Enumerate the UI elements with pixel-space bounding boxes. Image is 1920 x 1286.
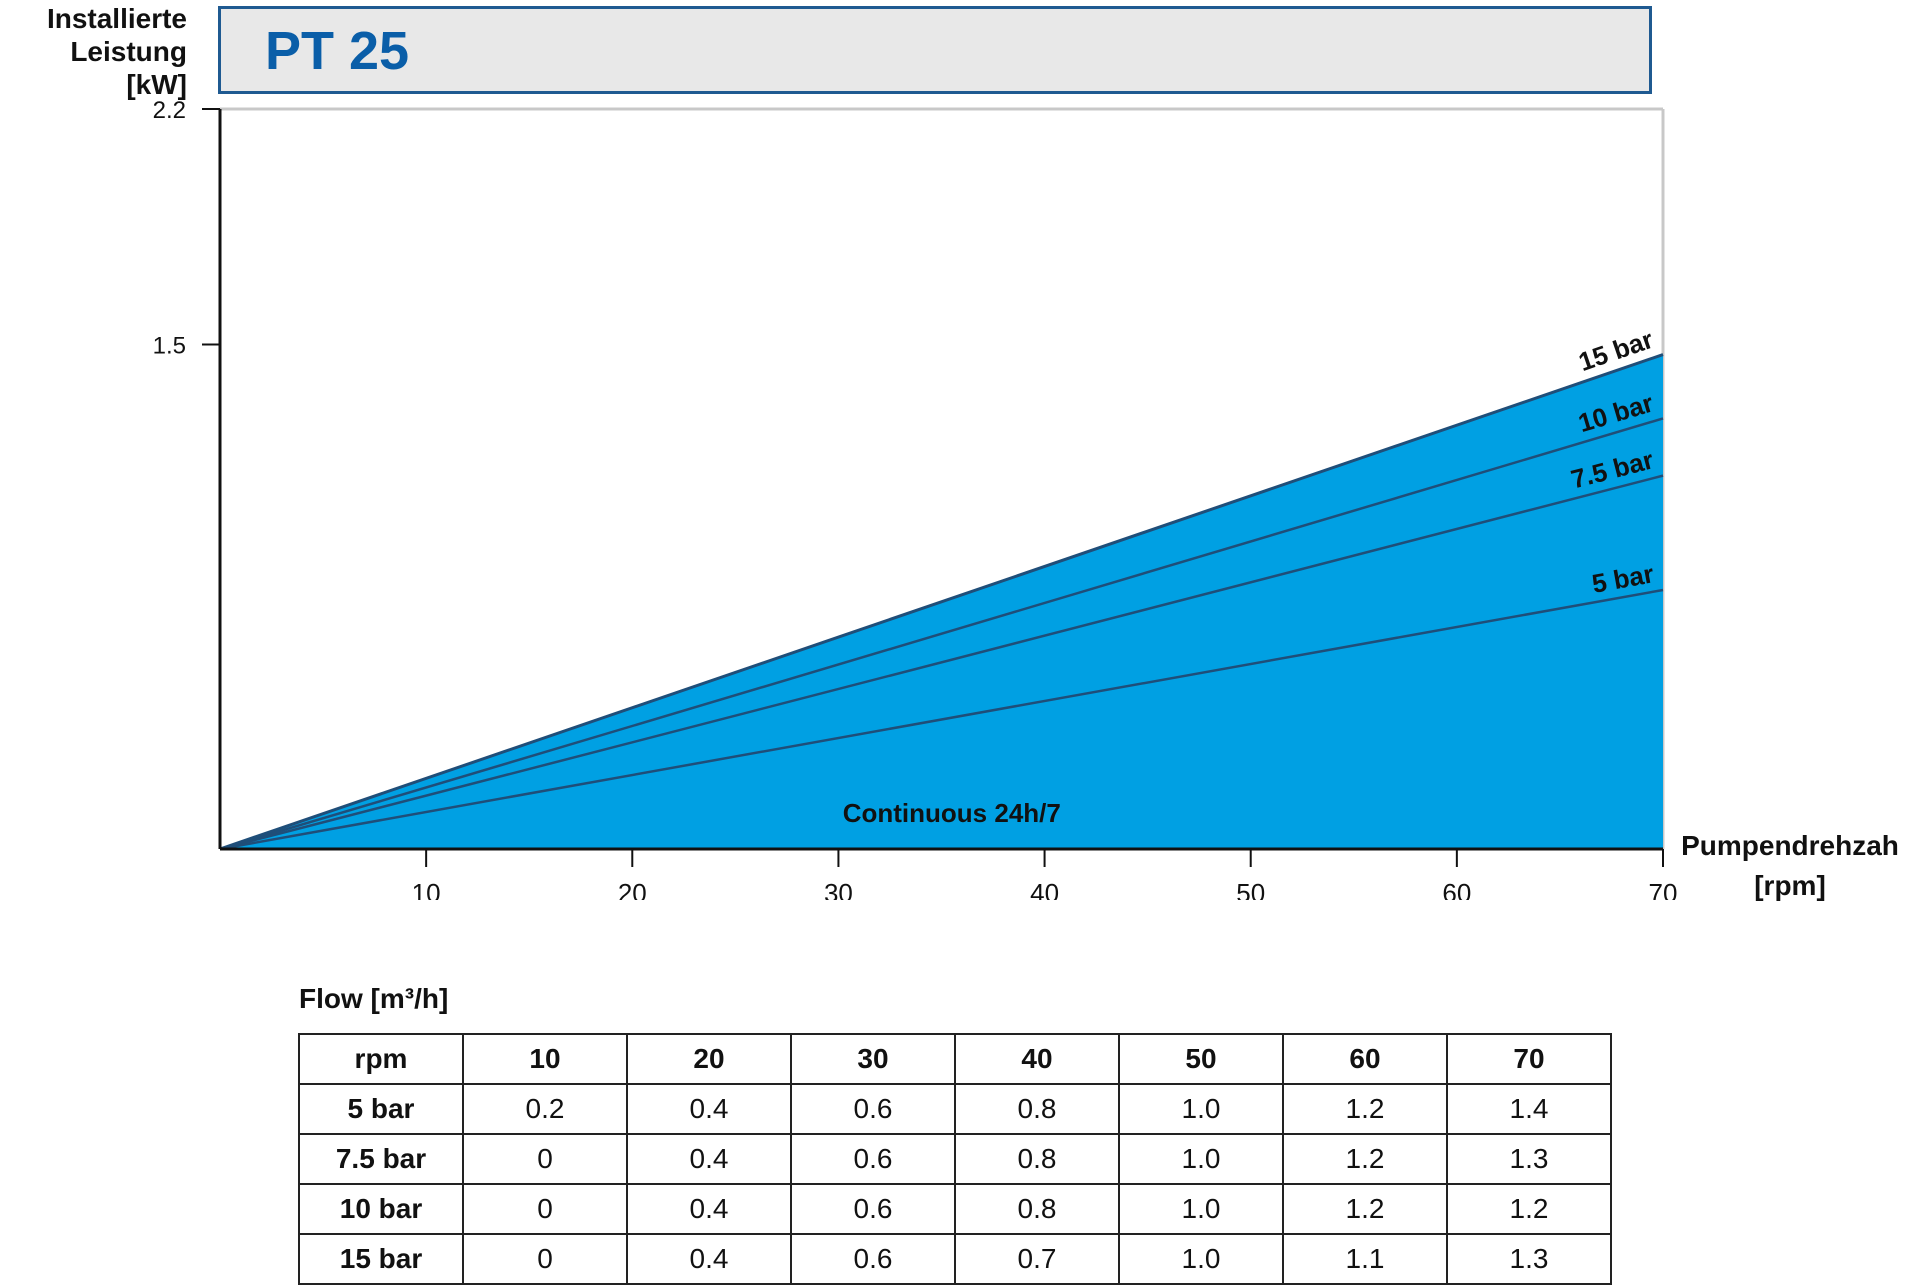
- flow-table-col-header: 70: [1446, 1033, 1612, 1085]
- flow-table-body: 5 bar 0.2 0.4 0.6 0.8 1.0 1.2 1.4 7.5 bar 0 0.4 0.6…: [298, 1083, 1612, 1285]
- flow-table-cell: 0.4: [626, 1183, 792, 1235]
- x-tick-label: 60: [1442, 878, 1471, 900]
- x-tick-label: 30: [824, 878, 853, 900]
- flow-table-cell: 0: [462, 1233, 628, 1285]
- flow-table-cell: 1.0: [1118, 1233, 1284, 1285]
- x-axis-label-line-2: [rpm]: [1754, 870, 1826, 901]
- y-tick-label: 1.5: [153, 332, 186, 359]
- x-tick-label: 10: [412, 878, 441, 900]
- flow-table-cell: 0.6: [790, 1083, 956, 1135]
- chart-header: PT 25: [218, 6, 1652, 94]
- flow-table-col-header: 50: [1118, 1033, 1284, 1085]
- series-line: [219, 353, 1664, 851]
- x-tick-label: 50: [1236, 878, 1265, 900]
- flow-table-cell: 0.6: [790, 1183, 956, 1235]
- flow-table-cell: 1.0: [1118, 1133, 1284, 1185]
- flow-table-cell: 0: [462, 1183, 628, 1235]
- flow-table-corner-header: rpm: [298, 1033, 464, 1085]
- y-tick-label: 2.2: [153, 97, 186, 124]
- x-tick-label: 40: [1030, 878, 1059, 900]
- flow-table-cell: 1.3: [1446, 1233, 1612, 1285]
- flow-table-col-header: 20: [626, 1033, 792, 1085]
- flow-table-title: Flow [m³/h]: [299, 983, 449, 1014]
- flow-table-cell: 0.8: [954, 1183, 1120, 1235]
- flow-table-cell: 0.2: [462, 1083, 628, 1135]
- flow-table-cell: 0.4: [626, 1233, 792, 1285]
- y-axis-label-line-1: Installierte: [46, 3, 187, 34]
- flow-table-cell: 0.4: [626, 1083, 792, 1135]
- flow-table-row-label: 15 bar: [298, 1233, 464, 1285]
- flow-table-cell: 0.4: [626, 1133, 792, 1185]
- flow-table-col-header: 30: [790, 1033, 956, 1085]
- flow-table-row-label: 7.5 bar: [298, 1133, 464, 1185]
- flow-table-col-header: 10: [462, 1033, 628, 1085]
- flow-table-cell: 0.8: [954, 1083, 1120, 1135]
- flow-table-row: 15 bar 0 0.4 0.6 0.7 1.0 1.1 1.3: [298, 1233, 1612, 1285]
- x-axis-label-line-1: Pumpendrehzah: [1681, 830, 1899, 861]
- y-axis-label: Installierte Leistung [kW]: [0, 2, 187, 101]
- x-axis-label: Pumpendrehzah [rpm]: [1660, 826, 1920, 906]
- flow-table-cell: 1.2: [1282, 1083, 1448, 1135]
- flow-table-cell: 1.2: [1282, 1183, 1448, 1235]
- flow-table-cell: 1.2: [1446, 1183, 1612, 1235]
- flow-table-cell: 0.6: [790, 1133, 956, 1185]
- flow-table-col-header: 60: [1282, 1033, 1448, 1085]
- y-axis-label-line-2: Leistung: [70, 36, 187, 67]
- flow-table-row: 7.5 bar 0 0.4 0.6 0.8 1.0 1.2 1.3: [298, 1133, 1612, 1185]
- flow-table-cell: 1.0: [1118, 1183, 1284, 1235]
- flow-table-row: 5 bar 0.2 0.4 0.6 0.8 1.0 1.2 1.4: [298, 1083, 1612, 1135]
- flow-table-row-label: 10 bar: [298, 1183, 464, 1235]
- flow-table: rpm 10 20 30 40 50 60 70 5 bar 0.2 0.4 0.6 0.8 1.0 1.…: [298, 1033, 1612, 1285]
- series-line: [219, 588, 1664, 851]
- region-label: Continuous 24h/7: [843, 798, 1061, 828]
- series-line: [219, 417, 1664, 851]
- flow-table-cell: 1.3: [1446, 1133, 1612, 1185]
- flow-table-cell: 0.7: [954, 1233, 1120, 1285]
- flow-table-cell: 1.2: [1282, 1133, 1448, 1185]
- flow-table-row: 10 bar 0 0.4 0.6 0.8 1.0 1.2 1.2: [298, 1183, 1612, 1235]
- series-line: [219, 474, 1664, 851]
- flow-table-cell: 0.8: [954, 1133, 1120, 1185]
- x-tick-label: 70: [1649, 878, 1678, 900]
- flow-table-cell: 1.1: [1282, 1233, 1448, 1285]
- chart-title: PT 25: [265, 21, 410, 81]
- flow-table-cell: 1.0: [1118, 1083, 1284, 1135]
- flow-table-cell: 0: [462, 1133, 628, 1185]
- flow-table-cell: 1.4: [1446, 1083, 1612, 1135]
- flow-table-col-header: 40: [954, 1033, 1120, 1085]
- flow-table-cell: 0.6: [790, 1233, 956, 1285]
- y-axis-label-line-3: [kW]: [126, 69, 187, 100]
- x-tick-label: 20: [618, 878, 647, 900]
- flow-table-header-row: rpm 10 20 30 40 50 60 70: [298, 1033, 1612, 1085]
- flow-table-row-label: 5 bar: [298, 1083, 464, 1135]
